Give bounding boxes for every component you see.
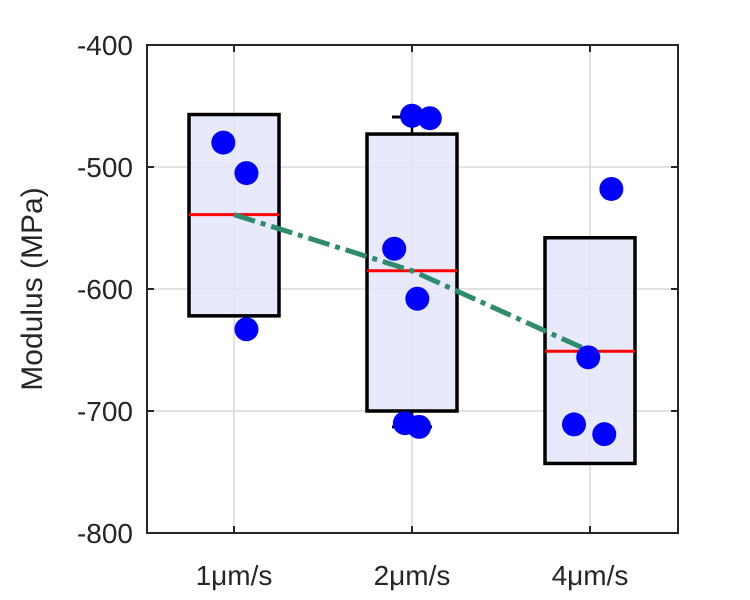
data-point — [405, 286, 430, 311]
data-point — [400, 103, 424, 128]
data-point — [561, 412, 586, 437]
trend-layer — [233, 212, 592, 354]
y-tick-label: -500 — [77, 152, 133, 183]
data-point — [417, 106, 442, 131]
data-point — [592, 422, 617, 447]
trend-line — [233, 212, 592, 354]
data-point — [211, 130, 236, 155]
y-tick-label: -700 — [77, 396, 133, 427]
data-point — [407, 414, 432, 439]
points-layer — [211, 103, 624, 447]
y-axis-label: Modulus (MPa) — [16, 187, 49, 390]
y-tick-labels: -400 -500 -600 -700 -800 — [77, 30, 133, 549]
data-point — [599, 176, 624, 201]
x-tick-label: 1μm/s — [196, 560, 273, 591]
data-point — [234, 317, 259, 342]
plot-frame — [146, 44, 679, 534]
y-tick-label: -800 — [77, 518, 133, 549]
y-tick-label: -600 — [77, 274, 133, 305]
data-point — [576, 345, 601, 370]
y-tick-label: -400 — [77, 30, 133, 61]
data-point — [234, 161, 259, 186]
x-tick-label: 2μm/s — [374, 560, 451, 591]
x-tick-label: 4μm/s — [552, 560, 629, 591]
x-tick-labels: 1μm/s 2μm/s 4μm/s — [196, 560, 629, 591]
data-point — [382, 236, 407, 261]
